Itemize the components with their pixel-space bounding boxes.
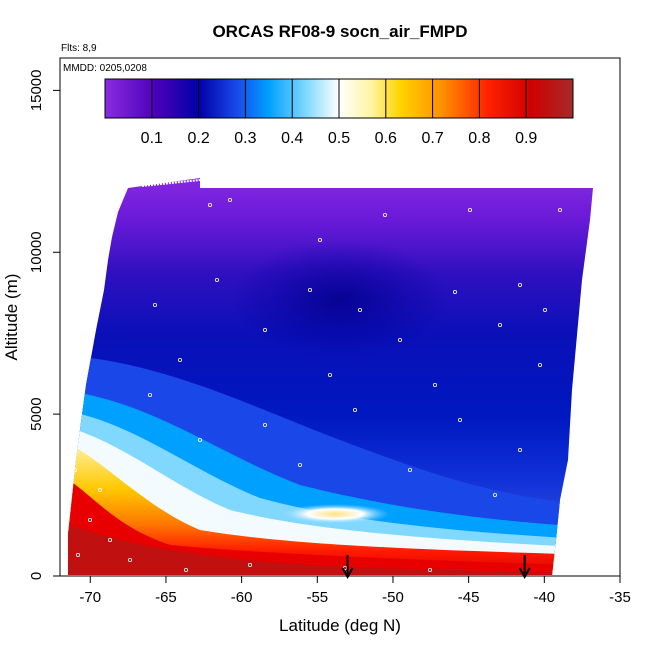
x-axis: -70 -65 -60 -55 -50 -45 -40 -35 [79, 576, 631, 606]
colorbar-tick-label: 0.1 [141, 130, 163, 147]
y-tick-label: 15000 [28, 70, 45, 112]
arrow-marker [341, 555, 354, 580]
colorbar-tick-label: 0.5 [328, 130, 350, 147]
y-tick-label: 10000 [28, 231, 45, 273]
colorbar: 0.1 0.2 0.3 0.4 0.5 0.6 0.7 0.8 0.9 [104, 78, 574, 147]
colorbar-tick-label: 0.3 [234, 130, 256, 147]
chart-title: ORCAS RF08-9 socn_air_FMPD [212, 22, 467, 41]
colorbar-tick-label: 0.4 [281, 130, 303, 147]
dates-note: MMDD: 0205,0208 [63, 63, 147, 74]
plot-frame [59, 57, 621, 577]
x-tick-label: -40 [533, 589, 555, 606]
flights-note: Flts: 8,9 [61, 43, 97, 54]
y-tick-label: 0 [28, 572, 45, 580]
x-tick-label: -45 [458, 589, 480, 606]
x-tick-label: -60 [231, 589, 253, 606]
colorbar-tick-label: 0.7 [421, 130, 443, 147]
colorbar-tick-label: 0.9 [515, 130, 537, 147]
x-tick-label: -65 [155, 589, 177, 606]
colorbar-tick-label: 0.6 [375, 130, 397, 147]
x-tick-label: -50 [382, 589, 404, 606]
y-axis-label: Altitude (m) [2, 274, 21, 361]
y-axis: 0 5000 10000 15000 [28, 70, 60, 580]
x-tick-label: -35 [609, 589, 631, 606]
arrow-markers [341, 555, 531, 580]
y-tick-label: 5000 [28, 397, 45, 430]
arrow-marker [518, 555, 531, 580]
colorbar-tick-label: 0.8 [468, 130, 490, 147]
x-axis-label: Latitude (deg N) [279, 616, 401, 635]
heatmap-field [68, 178, 593, 575]
top-flight-track [141, 179, 201, 187]
x-tick-label: -55 [306, 589, 328, 606]
x-tick-label: -70 [79, 589, 101, 606]
colorbar-tick-label: 0.2 [187, 130, 209, 147]
